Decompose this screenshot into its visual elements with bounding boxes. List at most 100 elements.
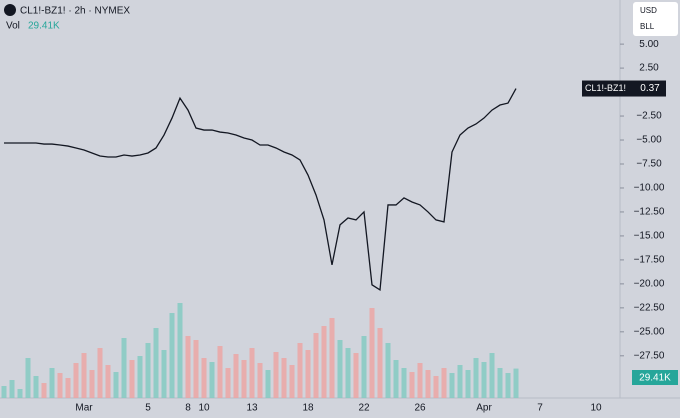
y-tick-label: 2.50 (639, 63, 659, 74)
volume-bar (297, 343, 303, 398)
volume-bar (161, 350, 167, 398)
volume-bar (305, 350, 311, 398)
x-tick-label: Mar (75, 403, 93, 414)
volume-bar (73, 363, 79, 398)
volume-bar (473, 358, 479, 398)
volume-bar (81, 353, 87, 398)
y-tick-label: −12.50 (634, 207, 665, 218)
volume-bar (153, 328, 159, 398)
y-tick-label: −17.50 (634, 255, 665, 266)
volume-bar (145, 343, 151, 398)
volume-bar (241, 360, 247, 398)
volume-bar (329, 318, 335, 398)
volume-bar (249, 348, 255, 398)
volume-bar (353, 353, 359, 398)
y-tick-label: −20.00 (634, 279, 665, 290)
volume-bar (201, 358, 207, 398)
volume-bar (441, 368, 447, 398)
x-tick-label: 26 (414, 403, 426, 414)
symbol-icon (4, 4, 16, 16)
volume-bar (1, 386, 7, 398)
volume-bar (321, 326, 327, 398)
volume-bar (337, 340, 343, 398)
x-tick-label: 10 (198, 403, 210, 414)
volume-bar (393, 360, 399, 398)
volume-bar (113, 372, 119, 398)
volume-bar (57, 373, 63, 398)
volume-bar (313, 333, 319, 398)
y-tick-label: −22.50 (634, 302, 665, 313)
volume-bar (9, 380, 15, 398)
volume-bar (233, 354, 239, 398)
volume-bar (105, 365, 111, 398)
volume-tag-bg (632, 370, 678, 385)
x-tick-label: 7 (537, 403, 543, 414)
volume-bar (185, 336, 191, 398)
price-tag-name: CL1!-BZ1! (585, 83, 626, 93)
price-tag-bg (634, 80, 666, 97)
volume-bar (41, 383, 47, 398)
volume-bar (217, 346, 223, 398)
volume-bar (409, 372, 415, 398)
volume-bar (433, 376, 439, 398)
x-tick-label: 18 (302, 403, 314, 414)
volume-bar (425, 370, 431, 398)
price-tag-value: 0.37 (640, 83, 660, 94)
volume-bar (121, 338, 127, 398)
unit: BLL (640, 22, 655, 31)
volume-bar (369, 308, 375, 398)
currency: USD (640, 6, 657, 15)
unit-box (633, 2, 678, 36)
volume-bar (273, 352, 279, 398)
volume-bar (289, 365, 295, 398)
chart-title: CL1!-BZ1! · 2h · NYMEX (20, 6, 130, 17)
volume-bar (169, 313, 175, 398)
volume-bar (449, 373, 455, 398)
volume-bar (505, 373, 511, 398)
x-tick-label: 8 (185, 403, 191, 414)
x-tick-label: 10 (590, 403, 602, 414)
volume-bar (265, 370, 271, 398)
volume-bar (225, 368, 231, 398)
volume-bar (89, 370, 95, 398)
volume-bar (457, 365, 463, 398)
volume-bar (377, 328, 383, 398)
y-tick-label: −2.50 (636, 111, 662, 122)
volume-bar (49, 368, 55, 398)
volume-bar (25, 358, 31, 398)
x-tick-label: 13 (246, 403, 258, 414)
volume-bar (489, 353, 495, 398)
x-tick-label: 22 (358, 403, 370, 414)
volume-bar (65, 378, 71, 398)
x-tick-label: Apr (476, 403, 492, 414)
volume-value: 29.41K (28, 21, 60, 32)
volume-bar (497, 368, 503, 398)
volume-bar (177, 303, 183, 398)
y-tick-label: 5.00 (639, 39, 659, 50)
volume-bar (129, 360, 135, 398)
price-tag-name-bg (582, 80, 634, 97)
volume-bar (257, 363, 263, 398)
volume-bar (345, 348, 351, 398)
x-tick-label: 5 (145, 403, 151, 414)
volume-bar (417, 363, 423, 398)
y-tick-label: −5.00 (636, 135, 662, 146)
volume-bar (401, 368, 407, 398)
y-tick-label: −10.00 (634, 183, 665, 194)
volume-bar (17, 389, 23, 398)
volume-bar (481, 362, 487, 398)
volume-bar (281, 358, 287, 398)
price-line (4, 88, 517, 292)
y-tick-label: −25.00 (634, 326, 665, 337)
volume-bar (513, 368, 519, 398)
volume-bar (209, 362, 215, 398)
volume-bar (193, 340, 199, 398)
volume-bar (137, 356, 143, 398)
volume-bar (361, 336, 367, 398)
volume-bar (33, 376, 39, 398)
y-tick-label: −27.50 (634, 350, 665, 361)
volume-bar (97, 348, 103, 398)
y-tick-label: −7.50 (636, 159, 662, 170)
volume-bar (385, 343, 391, 398)
